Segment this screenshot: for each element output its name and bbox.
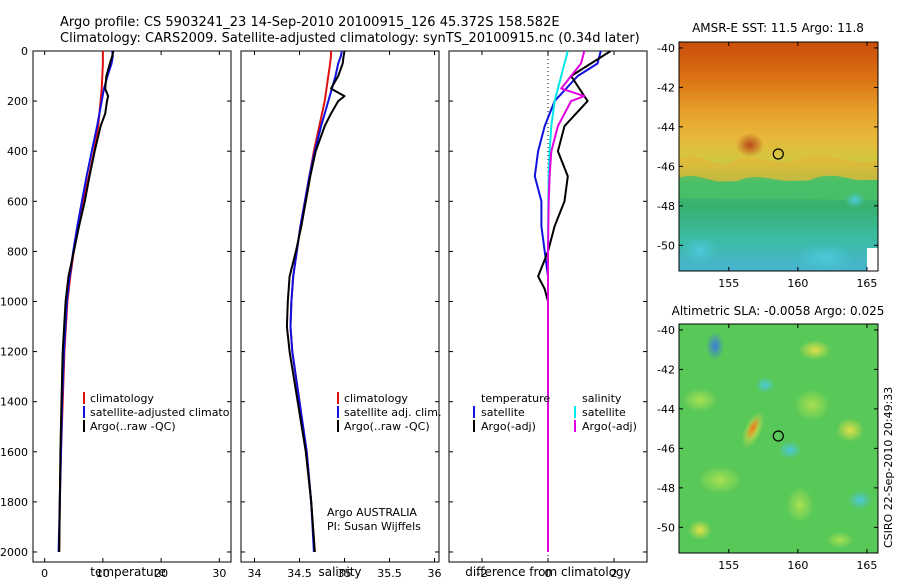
sla-map: Altimetric SLA: -0.0058 Argo: 0.025 155 1…	[657, 304, 884, 572]
y-tick-label: 1400	[0, 396, 28, 409]
legend-heading-salinity: salinity	[582, 392, 622, 405]
x-tick-label: 0	[545, 567, 552, 580]
map-y-tick-label: -50	[657, 521, 675, 534]
map-y-tick-label: -40	[657, 42, 675, 55]
salinity-ticks: 34 34.5 35 35.5 36	[241, 50, 442, 580]
series-temperature-satellite	[533, 51, 602, 552]
salinity-series	[285, 51, 346, 553]
map-y-tick-label: -48	[657, 482, 675, 495]
x-tick-label: 2	[611, 567, 618, 580]
x-tick-label: 35.5	[377, 567, 402, 580]
map-y-tick-label: -40	[657, 324, 675, 337]
series-salinity-argo-adj	[547, 51, 586, 552]
difference-ticks: -2 0 2	[449, 50, 647, 580]
y-tick-label: 1000	[0, 295, 28, 308]
x-tick-label: 20	[154, 567, 168, 580]
legend-label-temp-satellite: satellite	[481, 406, 525, 419]
map-y-tick-label: -44	[657, 403, 675, 416]
map-y-tick-label: -50	[657, 239, 675, 252]
csiro-timestamp: CSIRO 22-Sep-2010 20:49:33	[882, 387, 895, 548]
series-satellite-adj-clim	[289, 51, 343, 553]
map-y-tick-label: -46	[657, 442, 675, 455]
map-x-tick-label: 155	[718, 277, 739, 290]
x-tick-label: 34	[248, 567, 262, 580]
y-tick-label: 200	[7, 95, 28, 108]
legend-label-climatology: climatology	[90, 392, 154, 405]
sst-map-field	[679, 42, 878, 271]
x-tick-label: 34.5	[287, 567, 312, 580]
legend-label-sal-argo: Argo(-adj)	[582, 420, 637, 433]
legend-label-climatology: climatology	[344, 392, 408, 405]
difference-panel: -2 0 2 difference from climatology tempera…	[448, 50, 648, 580]
salinity-axes-box	[240, 50, 440, 563]
y-tick-label: 1200	[0, 346, 28, 359]
map-y-tick-label: -42	[657, 81, 675, 94]
credit-line2: PI: Susan Wijffels	[327, 520, 421, 533]
difference-series	[533, 51, 612, 552]
x-tick-label: 35	[338, 567, 352, 580]
sla-map-title: Altimetric SLA: -0.0058 Argo: 0.025	[672, 304, 885, 318]
figure-title-line1: Argo profile: CS 5903241_23 14-Sep-2010 …	[60, 15, 560, 30]
sla-map-frame	[678, 323, 879, 554]
y-tick-label: 600	[7, 195, 28, 208]
map-x-tick-label: 165	[856, 277, 877, 290]
temperature-legend: climatology satellite-adjusted climatolo…	[83, 392, 253, 433]
x-tick-label: 36	[428, 567, 442, 580]
x-tick-label: 10	[96, 567, 110, 580]
legend-label-sal-satellite: satellite	[582, 406, 626, 419]
sst-map-frame	[678, 41, 879, 272]
y-tick-label: 800	[7, 245, 28, 258]
legend-label-argo: Argo(..raw -QC)	[90, 420, 176, 433]
sst-map: AMSR-E SST: 11.5 Argo: 11.8 155 160 165 -40…	[657, 21, 879, 290]
sst-map-ticks: 155 160 165 -40 -42 -44 -46 -48 -50	[657, 42, 878, 290]
map-y-tick-label: -48	[657, 200, 675, 213]
temperature-series	[57, 51, 115, 553]
x-tick-label: -2	[477, 567, 488, 580]
map-x-tick-label: 155	[718, 559, 739, 572]
y-tick-label: 400	[7, 145, 28, 158]
temperature-axes-box	[32, 50, 232, 563]
series-satellite-adjusted-climatology	[57, 51, 114, 553]
salinity-xlabel: salinity	[318, 565, 361, 579]
temperature-ticks: 0 10 20 30 0 200 400 600 800 1000 1200 1400 1600 1800…	[0, 45, 231, 580]
map-x-tick-label: 160	[787, 277, 808, 290]
credit-line1: Argo AUSTRALIA	[327, 506, 417, 519]
x-tick-label: 0	[41, 567, 48, 580]
temperature-xlabel: temperature	[90, 565, 165, 579]
y-tick-label: 1800	[0, 496, 28, 509]
series-argo-raw-qc	[285, 51, 346, 553]
argo-position-marker	[772, 148, 784, 160]
sla-map-ticks: 155 160 165 -40 -42 -44 -46 -48 -50	[657, 324, 878, 572]
map-y-tick-label: -46	[657, 160, 675, 173]
x-tick-label: 30	[212, 567, 226, 580]
y-tick-label: 2000	[0, 546, 28, 559]
temperature-panel: 0 10 20 30 0 200 400 600 800 1000 1200 1400 1600 1800…	[0, 45, 253, 580]
map-y-tick-label: -42	[657, 363, 675, 376]
legend-label-argo: Argo(..raw -QC)	[344, 420, 430, 433]
legend-heading-temperature: temperature	[481, 392, 550, 405]
difference-xlabel: difference from climatology	[465, 565, 631, 579]
legend-label-satellite: satellite adj. clim.	[344, 406, 441, 419]
difference-legend: temperature satellite Argo(-adj) salinit…	[473, 392, 637, 433]
legend-label-temp-argo: Argo(-adj)	[481, 420, 536, 433]
sla-map-field	[679, 324, 878, 553]
y-tick-label: 1600	[0, 446, 28, 459]
y-tick-label: 0	[21, 45, 28, 58]
salinity-legend: climatology satellite adj. clim. Argo(..…	[337, 392, 441, 433]
map-x-tick-label: 165	[856, 559, 877, 572]
map-y-tick-label: -44	[657, 121, 675, 134]
series-argo-raw-qc	[58, 51, 115, 553]
salinity-panel: 34 34.5 35 35.5 36 salinity climatology sate…	[240, 50, 442, 580]
argo-position-marker	[772, 430, 784, 442]
map-x-tick-label: 160	[787, 559, 808, 572]
sst-map-title: AMSR-E SST: 11.5 Argo: 11.8	[692, 21, 864, 35]
legend-label-satellite: satellite-adjusted climatology	[90, 406, 253, 419]
figure-title-line2: Climatology: CARS2009. Satellite-adjuste…	[60, 31, 640, 46]
